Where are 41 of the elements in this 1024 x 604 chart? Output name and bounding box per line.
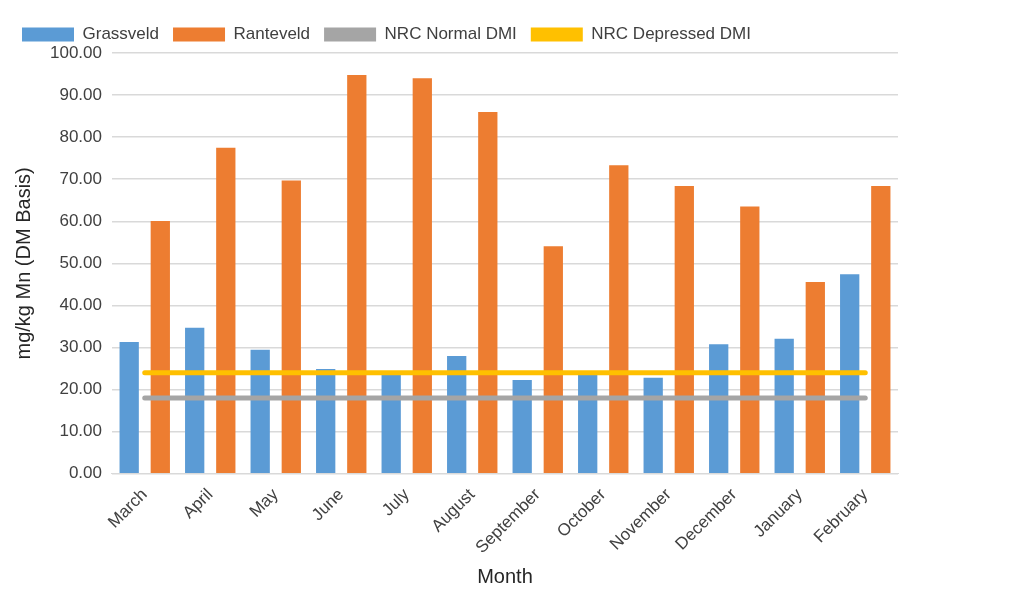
bar: [478, 111, 498, 474]
y-tick-label: 20.00: [59, 379, 102, 399]
y-tick-label: 50.00: [59, 253, 102, 273]
bar: [150, 220, 170, 474]
bar: [805, 281, 825, 474]
y-tick-label: 70.00: [59, 168, 102, 188]
bar: [412, 78, 432, 474]
bar: [674, 185, 694, 474]
y-tick-label: 60.00: [59, 211, 102, 230]
legend-label: NRC Normal DMI: [384, 24, 517, 44]
y-tick-label: 30.00: [59, 337, 102, 357]
bar: [740, 206, 760, 474]
legend-label: Ranteveld: [233, 24, 311, 44]
x-axis-title: Month: [477, 564, 533, 587]
legend-label: NRC Depressed DMI: [591, 24, 751, 44]
bar: [774, 338, 794, 474]
bar: [609, 165, 629, 474]
bar: [643, 377, 663, 474]
y-tick-label: 80.00: [59, 126, 102, 146]
bar: [250, 349, 270, 474]
x-tick-label: July: [378, 484, 414, 520]
y-tick-label: 40.00: [59, 295, 102, 315]
y-tick-label: 90.00: [59, 84, 102, 104]
bar: [447, 355, 467, 474]
y-axis-title: mg/kg Mn (DM Basis): [11, 167, 34, 360]
bar: [578, 372, 598, 474]
y-tick-label: 0.00: [68, 463, 102, 483]
bar: [381, 372, 401, 474]
legend-label: Grassveld: [82, 24, 160, 44]
x-tick-label: May: [245, 484, 283, 521]
bar: [512, 379, 532, 474]
bar: [871, 185, 891, 474]
y-tick-label: 100.00: [50, 42, 102, 62]
bar: [347, 74, 367, 474]
bar: [185, 327, 205, 474]
y-tick-label: 10.00: [59, 421, 102, 441]
bar: [281, 180, 301, 474]
bar: [119, 342, 139, 474]
bar: [543, 246, 563, 474]
bar: [216, 147, 236, 474]
bar: [840, 274, 860, 474]
